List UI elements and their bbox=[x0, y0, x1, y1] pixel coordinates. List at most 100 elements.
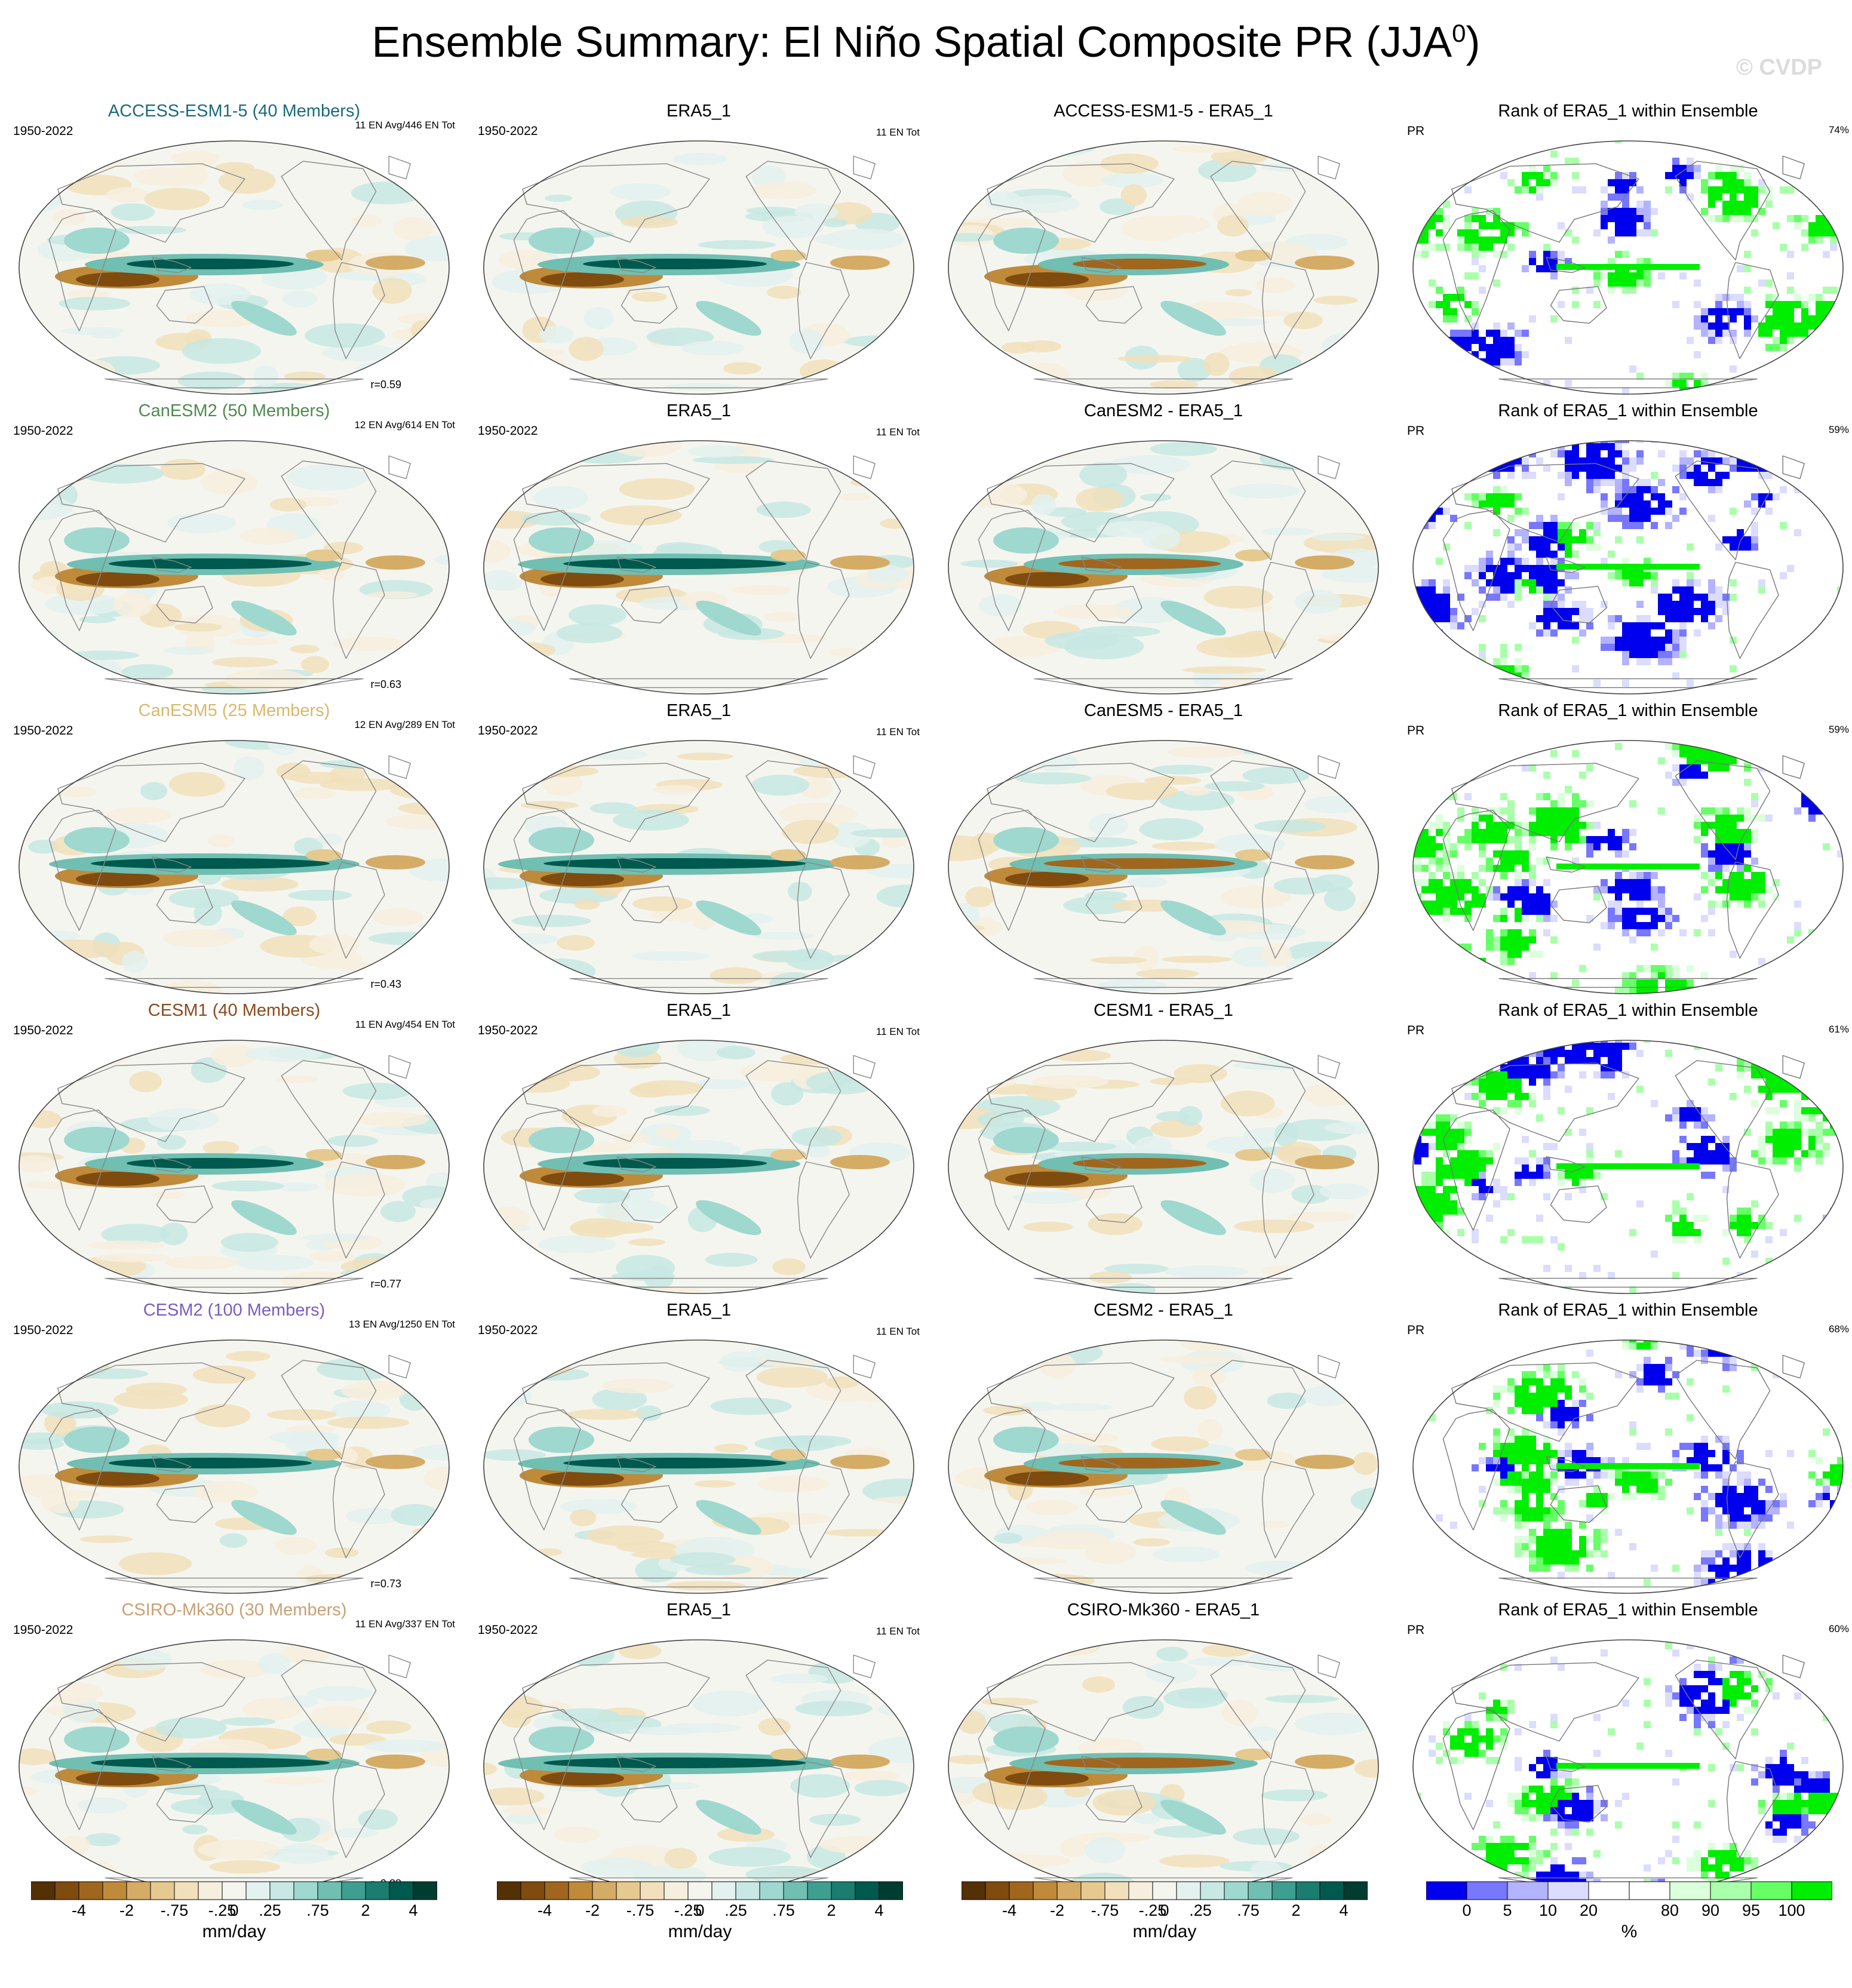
period-label: 1950-2022 bbox=[13, 1024, 73, 1037]
obs-panel: ERA5_1 1950-2022 11 EN Tot bbox=[478, 102, 920, 395]
colorbar-tick-label: 2 bbox=[1291, 1901, 1301, 1919]
colorbar-swatch bbox=[31, 1881, 56, 1900]
colorbar-tick-label: 80 bbox=[1660, 1901, 1679, 1919]
colorbar-tick-label: 90 bbox=[1701, 1901, 1720, 1919]
period-label: 1950-2022 bbox=[13, 124, 73, 138]
colorbar-tick-label: -4 bbox=[1002, 1901, 1017, 1919]
percent-label: 74% bbox=[1828, 124, 1849, 136]
rank-map bbox=[1412, 1339, 1844, 1594]
panel-title: CESM2 (100 Members) bbox=[143, 1301, 325, 1320]
event-count-label: 11 EN Tot bbox=[876, 426, 920, 438]
panel-title: ERA5_1 bbox=[666, 1001, 731, 1020]
colorbar-tick-label: 0 bbox=[1160, 1901, 1169, 1919]
colorbar-swatch bbox=[389, 1881, 414, 1900]
precip-anomaly-map bbox=[19, 1639, 450, 1894]
event-count-label: 11 EN Tot bbox=[876, 1626, 920, 1637]
colorbar-swatch bbox=[664, 1881, 689, 1900]
colorbar-tick-label: 95 bbox=[1742, 1901, 1761, 1919]
percent-label: 59% bbox=[1828, 724, 1849, 735]
rank-colorbar: 0 5 10 20 80 90 95 100% bbox=[1426, 1881, 1832, 1942]
panel-title: ACCESS-ESM1-5 - ERA5_1 bbox=[1054, 102, 1273, 121]
rank-map bbox=[1412, 1040, 1844, 1294]
colorbar-swatch bbox=[1669, 1881, 1711, 1900]
colorbar-tick-label: .75 bbox=[306, 1901, 329, 1919]
panel-title: Rank of ERA5_1 within Ensemble bbox=[1498, 1301, 1758, 1320]
colorbar-swatch bbox=[520, 1881, 545, 1900]
colorbar-tick-label: 2 bbox=[361, 1901, 370, 1919]
colorbar-swatch bbox=[293, 1881, 318, 1900]
period-label: 1950-2022 bbox=[478, 1024, 538, 1037]
precip-anomaly-map bbox=[948, 1040, 1379, 1294]
event-count-label: 11 EN Avg/446 EN Tot bbox=[355, 119, 455, 131]
colorbar-swatch bbox=[1200, 1881, 1225, 1900]
period-label: 1950-2022 bbox=[13, 724, 73, 738]
rank-map bbox=[1412, 1639, 1844, 1894]
colorbar-swatch bbox=[1343, 1881, 1368, 1900]
colorbar-tick-label: -.25 bbox=[208, 1901, 237, 1919]
diff-panel: CESM1 - ERA5_1 bbox=[942, 1001, 1384, 1294]
precip-colorbar: -4 -2 -.75 -.25 0 .25 .75 2 4 mm/day bbox=[31, 1881, 437, 1942]
colorbar-swatch bbox=[269, 1881, 294, 1900]
colorbar-tick-label: -4 bbox=[71, 1901, 87, 1919]
panel-title: CSIRO-Mk360 - ERA5_1 bbox=[1067, 1600, 1260, 1620]
rank-map bbox=[1412, 440, 1844, 695]
rank-panel: Rank of ERA5_1 within Ensemble PR 74% bbox=[1407, 102, 1849, 395]
percent-label: 61% bbox=[1828, 1024, 1849, 1035]
event-count-label: 12 EN Avg/289 EN Tot bbox=[354, 719, 455, 730]
colorbar-swatch bbox=[174, 1881, 199, 1900]
panel-title: ERA5_1 bbox=[666, 701, 731, 720]
panel-title: CanESM5 - ERA5_1 bbox=[1084, 701, 1243, 720]
colorbar-swatch bbox=[687, 1881, 712, 1900]
colorbar-tick-label: -.75 bbox=[626, 1901, 655, 1919]
panel-title: ERA5_1 bbox=[666, 1600, 731, 1620]
colorbar-swatch bbox=[1128, 1881, 1153, 1900]
colorbar-tick-label: 5 bbox=[1503, 1901, 1512, 1919]
period-label: 1950-2022 bbox=[478, 1623, 538, 1637]
panel-title: Rank of ERA5_1 within Ensemble bbox=[1498, 1001, 1758, 1020]
colorbar-units: mm/day bbox=[668, 1922, 732, 1941]
pattern-correlation-label: r=0.73 bbox=[370, 1578, 401, 1590]
colorbar-tick-label: -2 bbox=[119, 1901, 134, 1919]
precip-colorbar: -4 -2 -.75 -.25 0 .25 .75 2 4 mm/day bbox=[497, 1881, 903, 1942]
percent-label: 68% bbox=[1828, 1323, 1849, 1335]
rank-panel: Rank of ERA5_1 within Ensemble PR 61% bbox=[1407, 1001, 1849, 1294]
rank-panel: Rank of ERA5_1 within Ensemble PR 59% bbox=[1407, 701, 1849, 994]
colorbar-swatch bbox=[1009, 1881, 1034, 1900]
colorbar-swatch bbox=[568, 1881, 593, 1900]
percent-label: 59% bbox=[1828, 424, 1849, 435]
precip-anomaly-map bbox=[19, 1339, 450, 1594]
colorbar-swatch bbox=[640, 1881, 665, 1900]
precip-anomaly-map bbox=[948, 1639, 1379, 1894]
precip-anomaly-map bbox=[948, 140, 1379, 395]
period-label: 1950-2022 bbox=[478, 724, 538, 738]
colorbar-tick-label: 0 bbox=[695, 1901, 705, 1919]
colorbar-swatch bbox=[1033, 1881, 1058, 1900]
colorbar-tick-label: 4 bbox=[874, 1901, 884, 1919]
colorbar-swatch bbox=[783, 1881, 808, 1900]
panel-title: CanESM5 (25 Members) bbox=[138, 701, 330, 720]
colorbar-swatch bbox=[102, 1881, 127, 1900]
diff-panel: CSIRO-Mk360 - ERA5_1 bbox=[942, 1600, 1384, 1894]
precip-anomaly-map bbox=[19, 1040, 450, 1294]
colorbar-units: % bbox=[1621, 1922, 1638, 1941]
colorbar-swatch bbox=[1426, 1881, 1467, 1900]
variable-label: PR bbox=[1407, 1024, 1425, 1037]
colorbar-tick-label: .25 bbox=[259, 1901, 281, 1919]
colorbar-swatch bbox=[1080, 1881, 1105, 1900]
colorbar-ticks: -4 -2 -.75 -.25 0 .25 .75 2 4 bbox=[31, 1901, 437, 1921]
event-count-label: 13 EN Avg/1250 EN Tot bbox=[349, 1319, 455, 1330]
colorbar-swatch bbox=[1224, 1881, 1249, 1900]
diff-panel: CanESM5 - ERA5_1 bbox=[942, 701, 1384, 994]
pattern-correlation-label: r=0.43 bbox=[370, 978, 401, 990]
pattern-correlation-label: r=0.59 bbox=[370, 379, 401, 391]
colorbar-swatch bbox=[413, 1881, 437, 1900]
colorbar-swatch bbox=[1629, 1881, 1670, 1900]
period-label: 1950-2022 bbox=[478, 424, 538, 438]
model-panel: CESM2 (100 Members) 1950-2022 13 EN Avg/12… bbox=[13, 1301, 455, 1594]
model-panel: CanESM5 (25 Members) 1950-2022 12 EN Avg/2… bbox=[13, 701, 455, 994]
precip-anomaly-map bbox=[948, 1339, 1379, 1594]
colorbar-swatch bbox=[245, 1881, 271, 1900]
event-count-label: 11 EN Tot bbox=[876, 726, 920, 738]
precip-anomaly-map bbox=[19, 440, 450, 695]
colorbar-swatch bbox=[222, 1881, 247, 1900]
